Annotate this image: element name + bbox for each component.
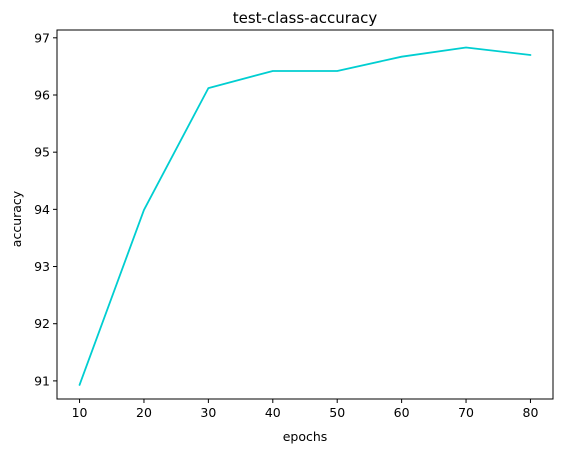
- x-tick-label: 10: [72, 405, 88, 420]
- y-tick-label: 93: [34, 259, 50, 274]
- x-tick-label: 40: [265, 405, 281, 420]
- series-line: [78, 46, 532, 386]
- x-tick-label: 20: [136, 405, 152, 420]
- plot-frame: [56, 29, 554, 400]
- y-tick-label: 91: [34, 373, 50, 388]
- x-tick-label: 50: [329, 405, 345, 420]
- x-tick-label: 80: [523, 405, 539, 420]
- y-tick-label: 95: [34, 145, 50, 160]
- y-tick-label: 92: [34, 316, 50, 331]
- x-axis-label: epochs: [283, 429, 328, 444]
- y-tick-label: 96: [34, 87, 50, 102]
- y-tick-label: 94: [34, 202, 50, 217]
- y-tick-label: 97: [34, 30, 50, 45]
- x-tick-label: 60: [394, 405, 410, 420]
- chart-title: test-class-accuracy: [233, 9, 378, 27]
- y-axis: 91 92 93 94 95 96 97: [34, 30, 57, 388]
- x-tick-label: 70: [458, 405, 474, 420]
- x-tick-label: 30: [200, 405, 216, 420]
- y-axis-label: accuracy: [9, 190, 24, 247]
- plot-series: [78, 46, 532, 386]
- x-axis: 10 20 30 40 50 60 70 80: [72, 399, 539, 420]
